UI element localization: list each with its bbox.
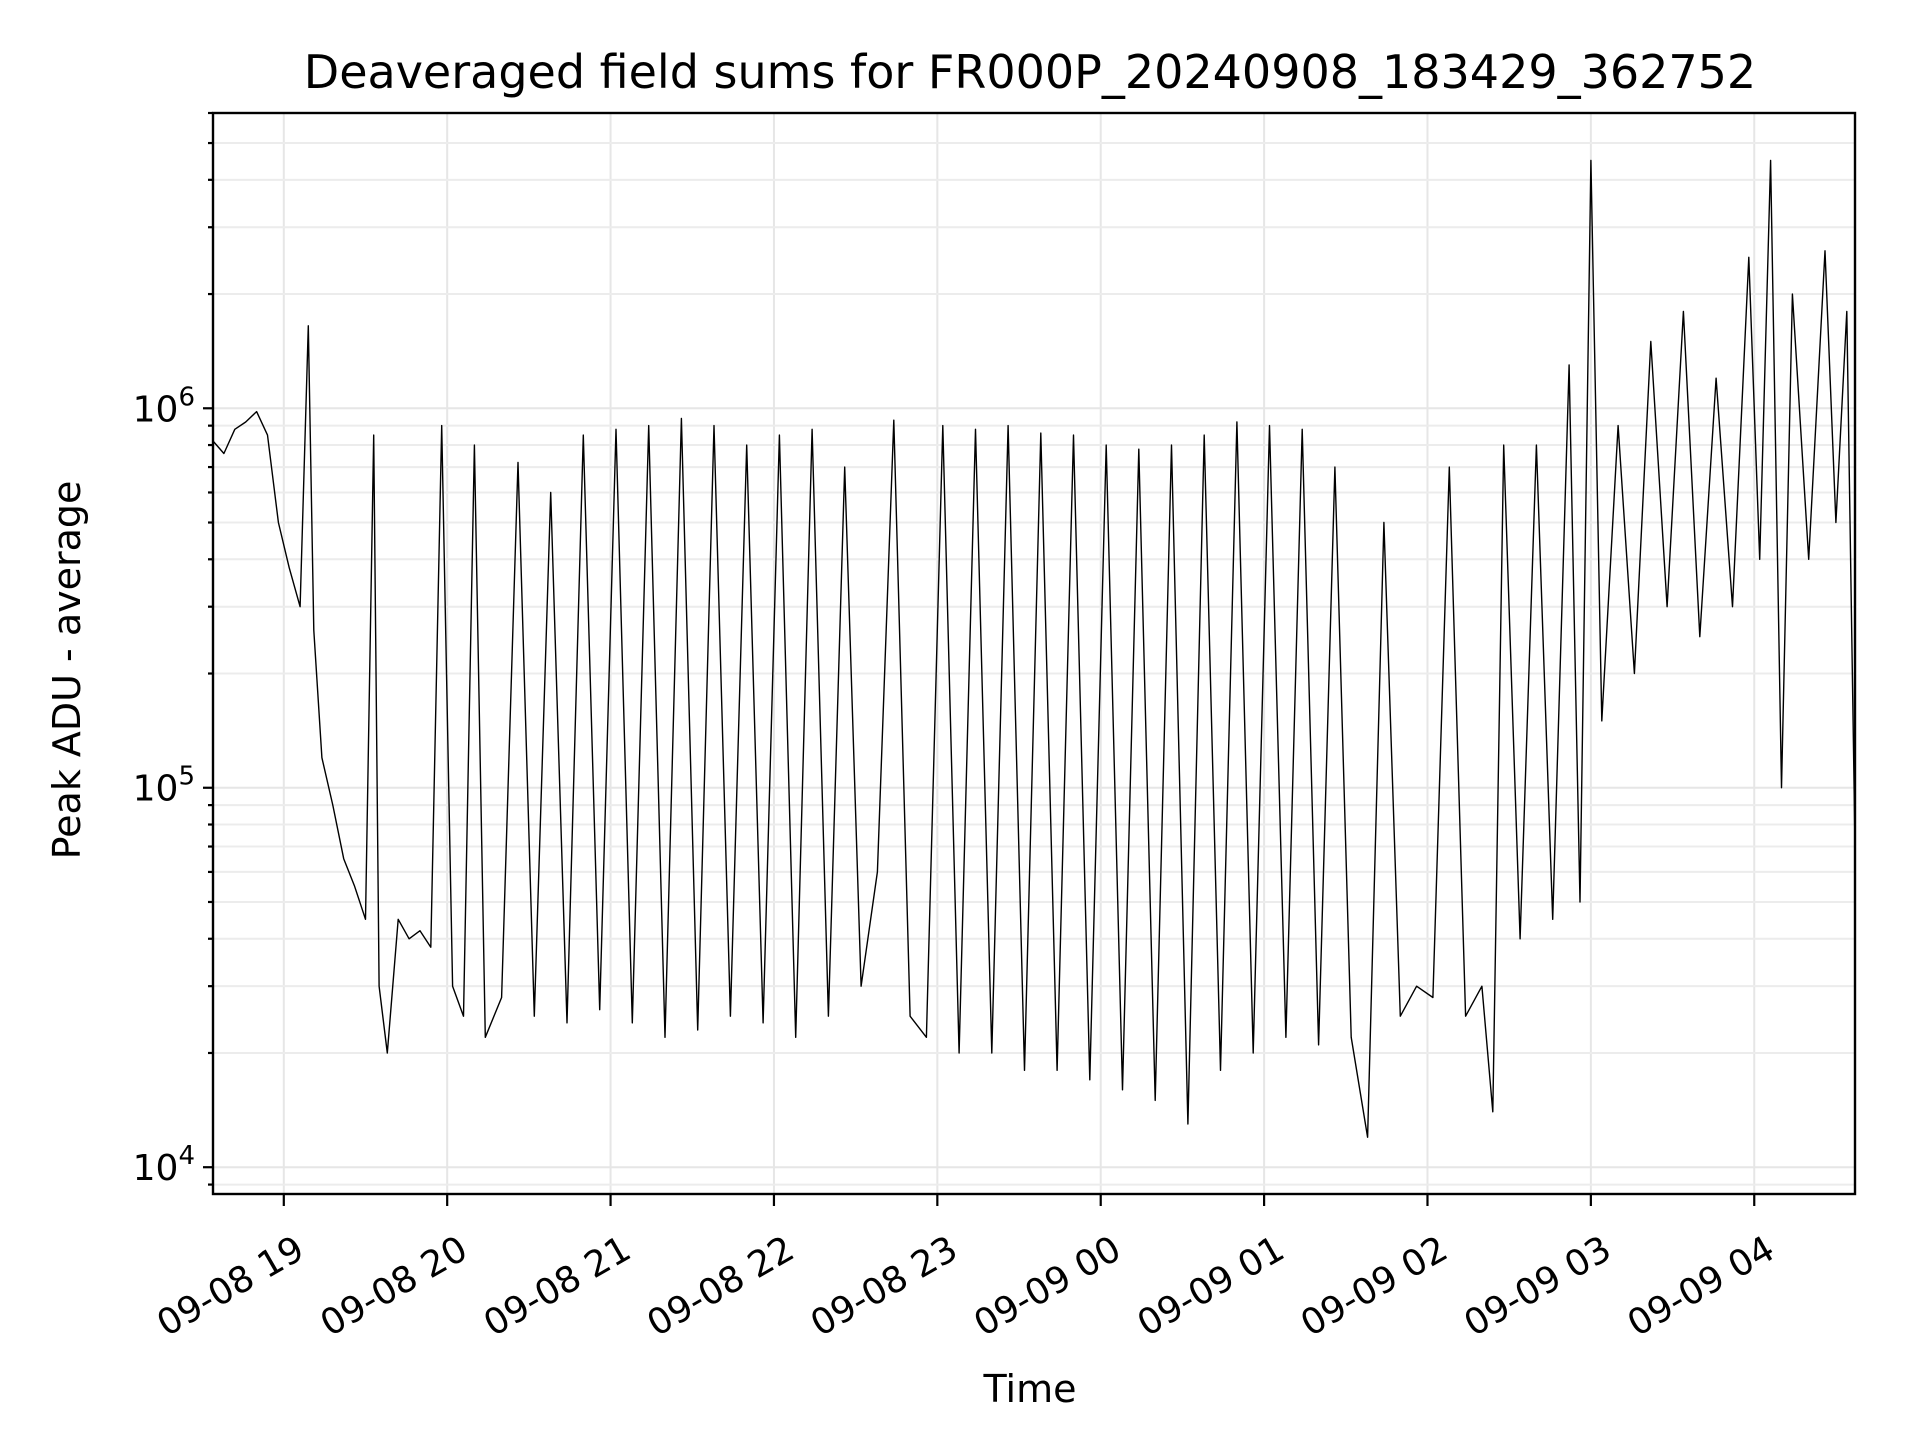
series-layer [212, 159, 1856, 1138]
x-axis-label: Time [983, 1367, 1077, 1411]
y-tick-base: 10 [133, 769, 179, 810]
y-axis-label: Peak ADU - average [45, 481, 89, 860]
y-tick-base: 10 [133, 1148, 179, 1189]
y-tick-label: 105 [133, 762, 195, 810]
chart-title: Deaveraged field sums for FR000P_2024090… [304, 45, 1756, 99]
plot-frame [211, 111, 1857, 1196]
y-tick-exponent: 4 [178, 1141, 195, 1171]
y-tick-exponent: 6 [178, 382, 195, 412]
y-tick-base: 10 [133, 389, 179, 430]
y-tick-label: 106 [133, 382, 195, 430]
y-tick-label: 104 [133, 1141, 195, 1189]
series-line [212, 159, 1856, 1138]
grid [213, 112, 1855, 1194]
y-tick-exponent: 5 [178, 762, 195, 792]
